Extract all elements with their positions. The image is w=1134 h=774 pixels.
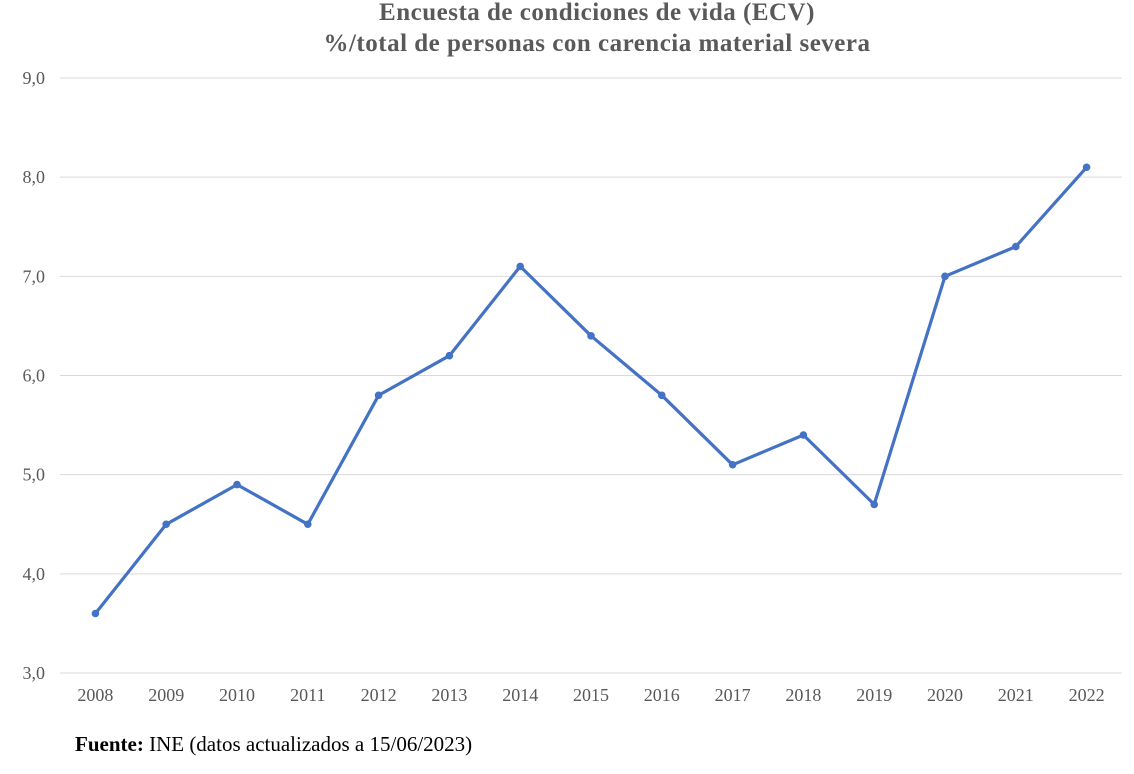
x-axis-tick-labels: 2008 2009 2010 2011 2012 2013 2014 2015 2016 2017… [77, 685, 1104, 705]
x-tick-label: 2012 [361, 685, 397, 705]
chart-title: Encuesta de condiciones de vida (ECV) [379, 0, 815, 26]
data-point-layer [91, 163, 1091, 618]
x-tick-label: 2020 [927, 685, 963, 705]
x-tick-label: 2013 [431, 685, 467, 705]
data-point [374, 391, 383, 400]
data-point [1012, 242, 1020, 251]
data-point [587, 332, 595, 340]
y-tick-label: 9,0 [23, 68, 46, 88]
data-point [799, 431, 808, 439]
data-point [941, 272, 949, 281]
data-point [870, 500, 878, 509]
x-tick-label: 2018 [785, 685, 821, 705]
data-point [162, 520, 170, 529]
x-tick-label: 2021 [998, 685, 1034, 705]
y-axis-tick-labels: 3,0 4,0 5,0 6,0 7,0 8,0 9,0 [23, 68, 46, 683]
x-tick-label: 2014 [502, 685, 538, 705]
x-tick-label: 2008 [77, 685, 113, 705]
data-point [233, 480, 241, 489]
data-point [304, 520, 312, 529]
x-tick-label: 2011 [290, 685, 325, 705]
source-note: Fuente: INE (datos actualizados a 15/06/… [75, 732, 472, 757]
data-point [516, 262, 524, 271]
data-point [1082, 163, 1091, 172]
x-tick-label: 2009 [148, 685, 184, 705]
x-tick-label: 2019 [856, 685, 892, 705]
y-tick-label: 3,0 [23, 663, 46, 683]
x-tick-label: 2010 [219, 685, 255, 705]
x-tick-label: 2016 [644, 685, 680, 705]
series-line [93, 165, 1089, 616]
data-point [658, 391, 666, 400]
x-tick-label: 2022 [1069, 685, 1105, 705]
y-tick-label: 6,0 [23, 366, 46, 386]
y-tick-label: 5,0 [23, 465, 46, 485]
y-tick-label: 4,0 [23, 564, 46, 584]
x-tick-label: 2015 [573, 685, 609, 705]
x-tick-label: 2017 [715, 685, 751, 705]
source-label: Fuente: [75, 732, 144, 756]
y-tick-label: 8,0 [23, 167, 46, 187]
y-tick-label: 7,0 [23, 266, 46, 286]
data-point [91, 609, 100, 618]
data-point [445, 351, 454, 360]
line-chart: 3,04,05,06,07,08,09,0 2008 2009 2010 2011 20… [23, 68, 1122, 705]
gridlines [60, 77, 1122, 674]
data-point [728, 460, 737, 469]
chart-subtitle: %/total de personas con carencia materia… [323, 30, 871, 57]
series-line-layer [93, 165, 1089, 616]
source-text: INE (datos actualizados a 15/06/2023) [149, 732, 473, 756]
